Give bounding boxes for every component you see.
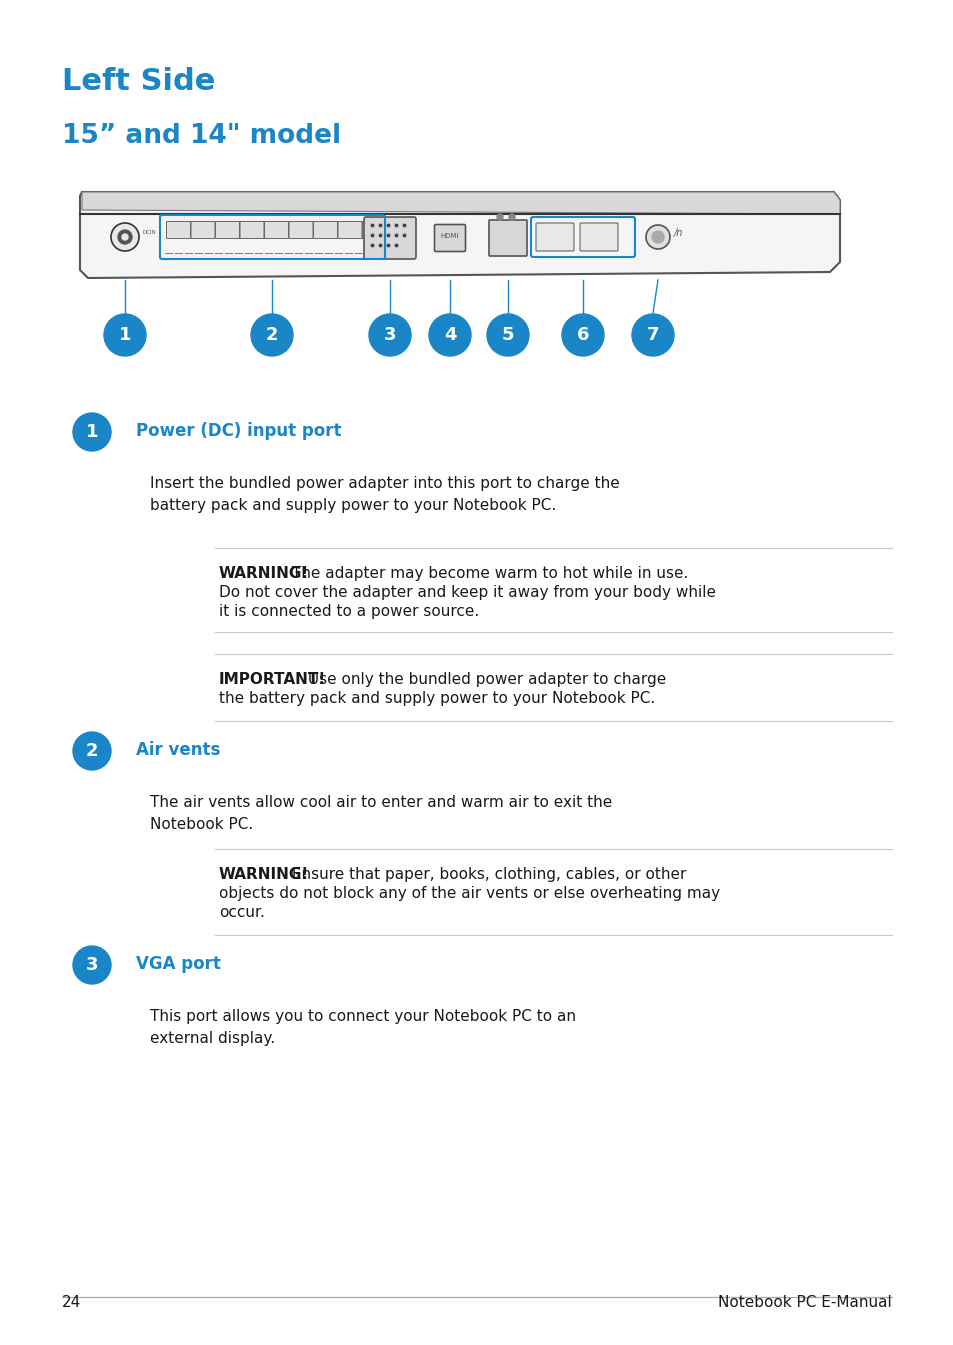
Circle shape (486, 313, 529, 356)
Circle shape (251, 313, 293, 356)
Text: Ensure that paper, books, clothing, cables, or other: Ensure that paper, books, clothing, cabl… (287, 868, 685, 882)
Text: The adapter may become warm to hot while in use.: The adapter may become warm to hot while… (287, 566, 688, 581)
Polygon shape (80, 192, 840, 278)
FancyBboxPatch shape (434, 225, 465, 252)
FancyBboxPatch shape (536, 223, 574, 252)
FancyBboxPatch shape (362, 222, 386, 238)
Text: Notebook PC E-Manual: Notebook PC E-Manual (718, 1295, 891, 1310)
Circle shape (429, 313, 471, 356)
Text: Left Side: Left Side (62, 67, 215, 95)
Text: 3: 3 (86, 956, 98, 974)
Circle shape (509, 214, 515, 221)
FancyBboxPatch shape (264, 222, 288, 238)
Text: objects do not block any of the air vents or else overheating may: objects do not block any of the air vent… (219, 886, 720, 901)
Text: WARNING!: WARNING! (219, 868, 309, 882)
Circle shape (645, 225, 669, 249)
Circle shape (104, 313, 146, 356)
FancyBboxPatch shape (579, 223, 618, 252)
Text: 15” and 14" model: 15” and 14" model (62, 122, 341, 149)
Text: Do not cover the adapter and keep it away from your body while: Do not cover the adapter and keep it awa… (219, 585, 716, 600)
Text: 6: 6 (577, 325, 589, 344)
Circle shape (651, 231, 663, 243)
Text: it is connected to a power source.: it is connected to a power source. (219, 604, 478, 619)
Circle shape (73, 946, 111, 985)
FancyBboxPatch shape (191, 222, 214, 238)
Circle shape (73, 413, 111, 451)
FancyBboxPatch shape (289, 222, 313, 238)
Text: HDMI: HDMI (440, 233, 458, 239)
Text: 5: 5 (501, 325, 514, 344)
Text: Insert the bundled power adapter into this port to charge the
battery pack and s: Insert the bundled power adapter into th… (150, 476, 619, 514)
Circle shape (73, 732, 111, 769)
Text: 7: 7 (646, 325, 659, 344)
Circle shape (111, 223, 139, 252)
Text: 2: 2 (266, 325, 278, 344)
FancyBboxPatch shape (364, 217, 416, 260)
FancyBboxPatch shape (314, 222, 337, 238)
FancyBboxPatch shape (489, 221, 526, 256)
Text: Air vents: Air vents (136, 741, 220, 759)
FancyBboxPatch shape (337, 222, 361, 238)
Text: 4: 4 (443, 325, 456, 344)
Circle shape (369, 313, 411, 356)
Text: The air vents allow cool air to enter and warm air to exit the
Notebook PC.: The air vents allow cool air to enter an… (150, 795, 612, 833)
Text: This port allows you to connect your Notebook PC to an
external display.: This port allows you to connect your Not… (150, 1009, 576, 1046)
Text: WARNING!: WARNING! (219, 566, 309, 581)
Polygon shape (82, 192, 840, 214)
Text: DCIN: DCIN (143, 230, 156, 234)
Circle shape (118, 230, 132, 243)
Circle shape (497, 214, 502, 221)
Text: Power (DC) input port: Power (DC) input port (136, 422, 341, 440)
Text: IMPORTANT!: IMPORTANT! (219, 672, 326, 687)
Circle shape (561, 313, 603, 356)
Text: 2: 2 (86, 742, 98, 760)
Circle shape (631, 313, 673, 356)
Text: 1: 1 (86, 422, 98, 441)
Circle shape (122, 234, 128, 239)
Text: occur.: occur. (219, 905, 265, 920)
FancyBboxPatch shape (215, 222, 239, 238)
Text: 3: 3 (383, 325, 395, 344)
Text: 24: 24 (62, 1295, 81, 1310)
Text: /n: /n (673, 229, 682, 238)
Text: Use only the bundled power adapter to charge: Use only the bundled power adapter to ch… (303, 672, 665, 687)
Text: VGA port: VGA port (136, 955, 221, 972)
Text: 1: 1 (118, 325, 132, 344)
FancyBboxPatch shape (240, 222, 264, 238)
Text: the battery pack and supply power to your Notebook PC.: the battery pack and supply power to you… (219, 691, 655, 706)
FancyBboxPatch shape (167, 222, 191, 238)
